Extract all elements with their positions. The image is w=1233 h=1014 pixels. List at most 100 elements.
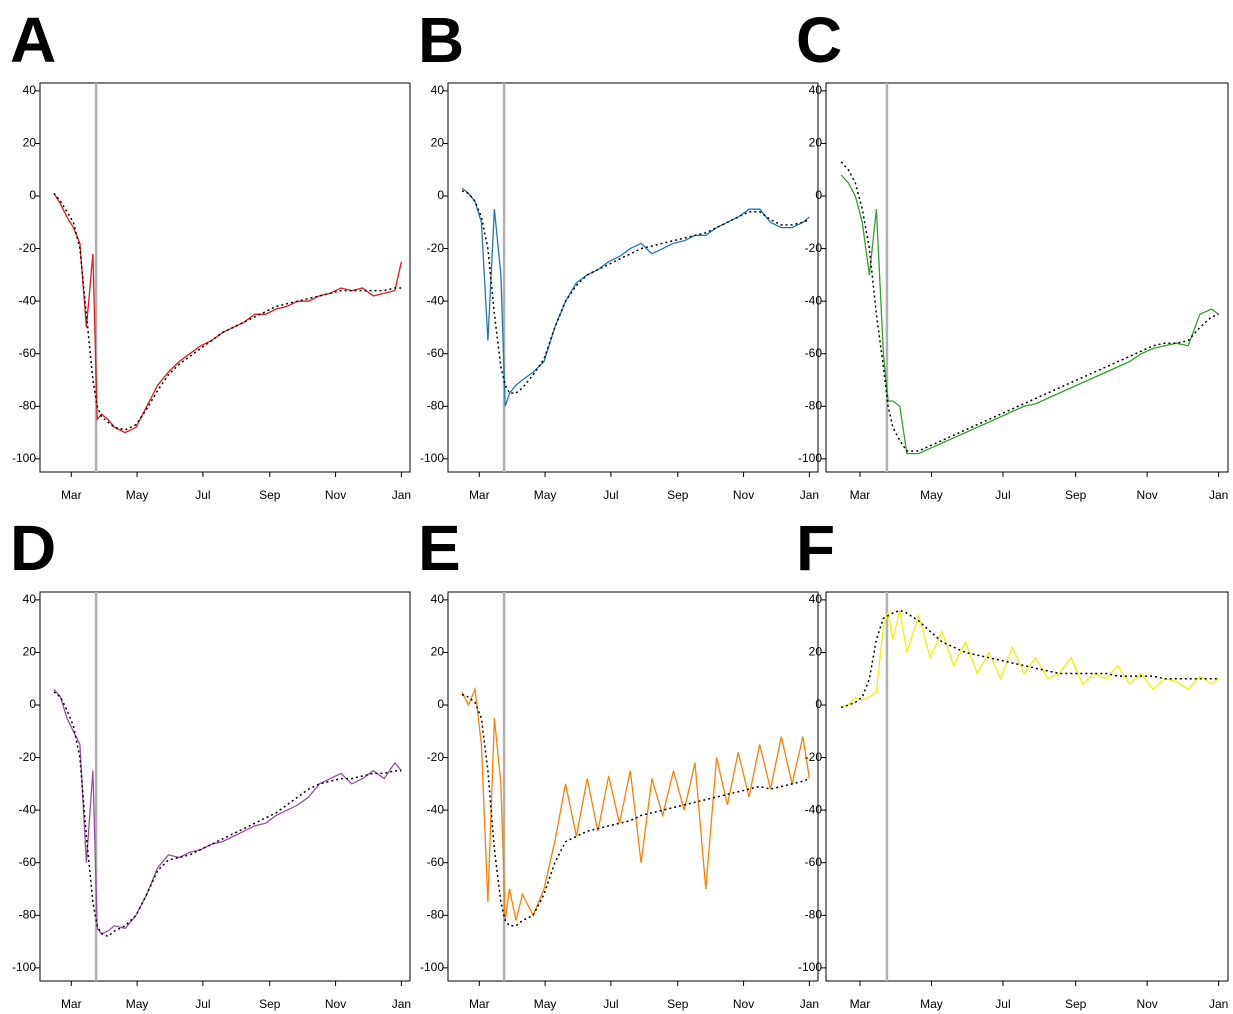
x-tick-label: Jul	[995, 997, 1010, 1011]
trend-line	[840, 161, 1219, 452]
y-tick-label: -60	[19, 346, 37, 360]
x-tick-label: Mar	[469, 997, 490, 1011]
y-tick-label: -100	[420, 960, 444, 974]
y-tick-label: -20	[19, 241, 37, 255]
trend-line	[840, 609, 1219, 709]
x-tick-label: Nov	[1136, 488, 1157, 502]
data-line	[840, 610, 1219, 709]
trend-line	[461, 693, 810, 927]
plot-frame	[447, 591, 819, 982]
x-tick-label: Mar	[469, 488, 490, 502]
x-tick-label: Nov	[325, 488, 346, 502]
y-tick-label: -80	[19, 907, 37, 921]
y-tick-label: 40	[23, 592, 37, 606]
y-tick-label: -20	[427, 241, 445, 255]
x-tick-label: Sep	[259, 997, 281, 1011]
y-tick-label: -100	[12, 451, 36, 465]
x-tick-label: Nov	[1136, 997, 1157, 1011]
x-tick-label: Mar	[61, 997, 82, 1011]
x-tick-label: Mar	[61, 488, 82, 502]
y-tick-label: 20	[809, 645, 823, 659]
x-tick-label: Sep	[259, 488, 281, 502]
plot-frame	[39, 591, 411, 982]
y-tick-label: -60	[805, 346, 823, 360]
x-tick-label: Sep	[1065, 997, 1087, 1011]
trend-line	[461, 190, 810, 394]
y-tick-label: -80	[427, 907, 445, 921]
x-tick-label: May	[126, 997, 149, 1011]
x-tick-label: May	[534, 488, 557, 502]
x-tick-label: Jan	[1209, 488, 1228, 502]
panel-letter: F	[796, 512, 835, 584]
y-tick-label: -40	[19, 802, 37, 816]
y-tick-label: -80	[805, 398, 823, 412]
x-tick-label: Jan	[392, 997, 411, 1011]
x-tick-label: Sep	[1065, 488, 1087, 502]
y-tick-label: -100	[798, 451, 822, 465]
y-tick-label: 20	[431, 645, 445, 659]
y-tick-label: -40	[805, 293, 823, 307]
x-tick-label: May	[920, 997, 943, 1011]
y-tick-label: -80	[427, 398, 445, 412]
y-tick-label: 40	[809, 83, 823, 97]
x-tick-label: Nov	[733, 488, 754, 502]
y-tick-label: -100	[798, 960, 822, 974]
plot-frame	[447, 82, 819, 473]
panel-letter: B	[418, 4, 464, 76]
y-tick-label: 40	[431, 83, 445, 97]
x-tick-label: Jan	[800, 997, 819, 1011]
plot-frame	[39, 82, 411, 473]
y-tick-label: 20	[431, 136, 445, 150]
data-line	[461, 187, 810, 407]
y-tick-label: 20	[23, 645, 37, 659]
y-tick-label: 20	[809, 136, 823, 150]
panel-letter: A	[10, 4, 56, 76]
y-tick-label: 40	[809, 592, 823, 606]
panel-letter: D	[10, 512, 56, 584]
y-tick-label: -40	[805, 802, 823, 816]
plot-frame	[825, 591, 1229, 982]
data-line	[53, 193, 403, 434]
x-tick-label: May	[126, 488, 149, 502]
x-tick-label: Jan	[392, 488, 411, 502]
x-tick-label: Nov	[325, 997, 346, 1011]
x-tick-label: Jul	[195, 997, 210, 1011]
plot-frame	[825, 82, 1229, 473]
x-tick-label: Jan	[800, 488, 819, 502]
y-tick-label: -20	[805, 241, 823, 255]
x-tick-label: Jan	[1209, 997, 1228, 1011]
y-tick-label: 0	[437, 697, 444, 711]
y-tick-label: -20	[805, 750, 823, 764]
x-tick-label: Jul	[195, 488, 210, 502]
y-tick-label: -40	[19, 293, 37, 307]
y-tick-label: -80	[19, 398, 37, 412]
y-tick-label: -100	[12, 960, 36, 974]
panel-letter: E	[418, 512, 461, 584]
y-tick-label: 0	[29, 697, 36, 711]
y-tick-label: -60	[427, 346, 445, 360]
x-tick-label: Nov	[733, 997, 754, 1011]
y-tick-label: -80	[805, 907, 823, 921]
y-tick-label: -20	[427, 750, 445, 764]
y-tick-label: 0	[815, 697, 822, 711]
y-tick-label: -60	[427, 855, 445, 869]
x-tick-label: May	[920, 488, 943, 502]
data-line	[840, 174, 1219, 455]
y-tick-label: -100	[420, 451, 444, 465]
data-line	[461, 686, 811, 921]
x-tick-label: May	[534, 997, 557, 1011]
trend-line	[53, 691, 402, 938]
x-tick-label: Mar	[850, 997, 871, 1011]
y-tick-label: 40	[23, 83, 37, 97]
y-tick-label: -40	[427, 293, 445, 307]
y-tick-label: -60	[19, 855, 37, 869]
x-tick-label: Sep	[667, 997, 689, 1011]
panel-letter: C	[796, 4, 842, 76]
trend-line	[53, 192, 402, 431]
x-tick-label: Jul	[603, 488, 618, 502]
x-tick-label: Mar	[850, 488, 871, 502]
data-line	[53, 688, 402, 935]
x-tick-label: Jul	[603, 997, 618, 1011]
y-tick-label: -40	[427, 802, 445, 816]
